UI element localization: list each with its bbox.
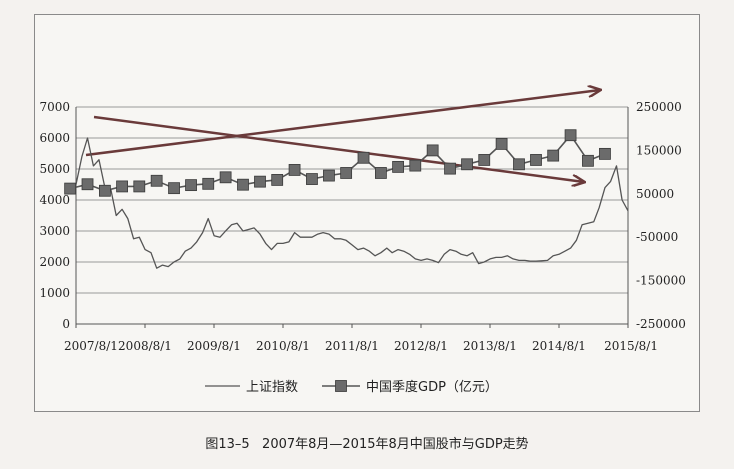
legend-label-index: 上证指数 [246, 380, 298, 395]
trend-arrows [85, 90, 600, 182]
x-tick-label: 2009/8/1 [187, 339, 241, 353]
rising-trend-arrow [85, 90, 600, 157]
gdp-point [478, 154, 491, 166]
gdp-point [564, 129, 577, 142]
figure-frame [34, 14, 700, 412]
gdp-point [357, 151, 370, 164]
y-left-tick-label: 6000 [39, 131, 70, 145]
axes: 0 1000 2000 3000 4000 5000 6000 7000 -250000 -150… [39, 100, 685, 353]
y-right-tick-label: -250000 [636, 317, 686, 331]
gdp-point [306, 173, 318, 185]
gdp-point [375, 167, 387, 179]
y-right-tick-label: -50000 [636, 230, 678, 244]
x-tick-label: 2007/8/1 [64, 339, 118, 353]
caption-title: 2007年8月—2015年8月中国股市与GDP走势 [262, 437, 529, 452]
gdp-point [116, 180, 128, 193]
gdp-point [461, 158, 473, 171]
y-left-tick-label: 0 [62, 317, 70, 331]
y-left-tick-label: 5000 [39, 162, 70, 176]
gdp-point [185, 179, 197, 192]
legend-label-gdp: 中国季度GDP（亿元） [366, 379, 498, 395]
gdp-point [547, 149, 560, 162]
gdp-point [530, 154, 542, 166]
y-left-tick-label: 2000 [39, 255, 70, 269]
y-right-tick-label: -150000 [636, 274, 686, 288]
legend: 上证指数 中国季度GDP（亿元） [205, 379, 498, 395]
y-right-tick-label: 250000 [636, 100, 682, 114]
x-tick-label: 2008/8/1 [118, 339, 172, 353]
gdp-point [81, 178, 94, 191]
gdp-point [599, 147, 611, 160]
x-tick-label: 2015/8/1 [604, 339, 658, 353]
y-left-tick-label: 4000 [39, 193, 70, 207]
gdp-point [340, 167, 353, 179]
legend-marker-gdp [335, 380, 347, 392]
series [64, 129, 629, 269]
gdp-point [409, 159, 422, 172]
y-right-tick-label: 150000 [636, 143, 682, 157]
x-tick-label: 2013/8/1 [463, 339, 517, 353]
gdp-point [99, 184, 111, 197]
gdp-point [495, 137, 508, 150]
x-tick-label: 2014/8/1 [532, 339, 586, 353]
gdp-point [133, 180, 146, 193]
gdp-point [168, 182, 180, 195]
gdp-point [254, 175, 266, 188]
gdp-point [288, 164, 301, 176]
figure-caption: 图13–5 2007年8月—2015年8月中国股市与GDP走势 [0, 433, 734, 452]
gdp-point [237, 178, 249, 191]
index-series-line [75, 137, 629, 269]
x-tick-label: 2011/8/1 [325, 339, 379, 353]
y-left-tick-label: 7000 [39, 100, 70, 114]
y-left-tick-label: 3000 [39, 224, 70, 238]
gdp-point [323, 169, 335, 182]
y-right-tick-label: 50000 [636, 187, 674, 201]
gdp-point [150, 174, 163, 187]
gdp-point [219, 171, 232, 184]
grid-lines [76, 106, 628, 294]
gdp-point [202, 177, 215, 190]
gdp-point [392, 160, 404, 173]
gdp-point [513, 158, 525, 171]
x-tick-label: 2010/8/1 [256, 339, 310, 353]
gdp-point [271, 174, 284, 186]
gdp-point [426, 144, 439, 157]
gdp-point [64, 182, 77, 195]
caption-number: 图13–5 [205, 437, 250, 452]
x-tick-label: 2012/8/1 [394, 339, 448, 353]
y-left-tick-label: 1000 [39, 286, 70, 300]
falling-trend-arrow [93, 115, 584, 182]
gdp-point [582, 154, 594, 167]
gdp-point [444, 162, 456, 175]
